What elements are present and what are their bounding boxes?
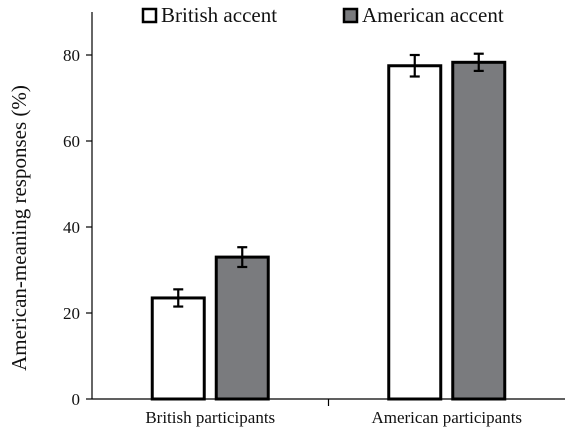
legend-label: American accent	[362, 3, 504, 27]
y-tick-label: 80	[63, 46, 80, 65]
axes: 0 20 40 60 80 British participants American pa…	[63, 12, 565, 427]
bar	[150, 296, 206, 401]
legend-swatch	[342, 7, 359, 24]
y-tick-label: 60	[63, 132, 80, 151]
bars	[150, 52, 507, 401]
legend-label: British accent	[161, 3, 277, 27]
y-tick-label: 0	[72, 390, 81, 409]
legend-swatch	[141, 7, 158, 24]
y-axis-title: American-meaning responses (%)	[7, 85, 31, 371]
bar	[387, 64, 443, 401]
legend: British accent American accent	[141, 3, 504, 27]
x-category-label: British participants	[145, 408, 275, 427]
y-tick-label: 20	[63, 304, 80, 323]
y-tick-label: 40	[63, 218, 80, 237]
bar	[214, 255, 270, 401]
x-category-label: American participants	[371, 408, 522, 427]
bar	[451, 60, 507, 401]
